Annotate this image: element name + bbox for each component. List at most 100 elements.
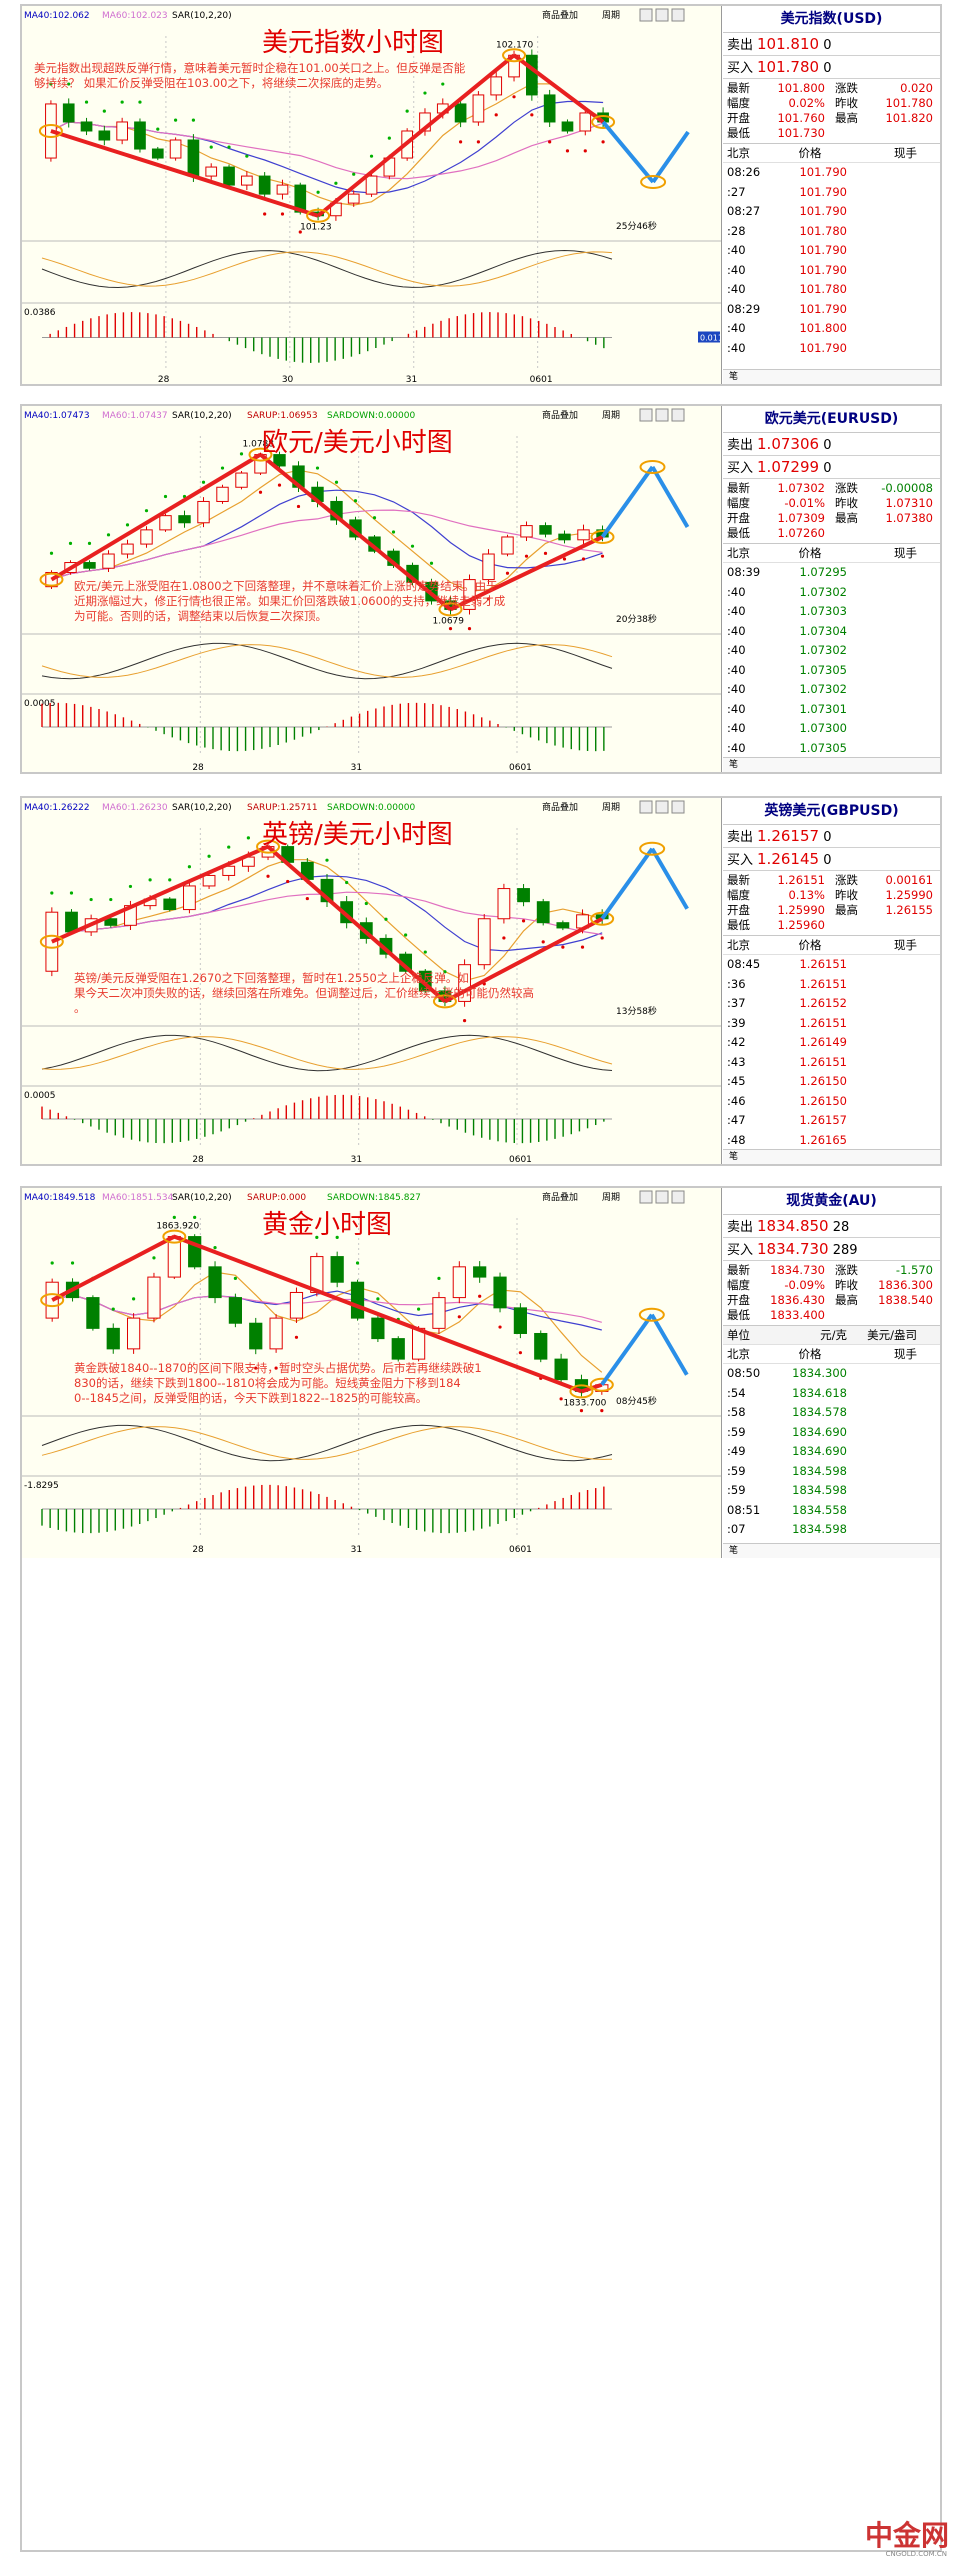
forecast-arrow xyxy=(651,130,690,184)
x-tick-label: 0601 xyxy=(530,375,553,384)
ma-line-short xyxy=(50,83,604,206)
tick-volume xyxy=(847,163,917,183)
sar-dot xyxy=(172,1215,176,1219)
brand-logo-sub: CNGOLD.COM.CN xyxy=(885,2550,947,2558)
tick-row: :45 1.26150 xyxy=(723,1072,940,1092)
stats-grid: 最新 1834.730 涨跌 -1.570 幅度 -0.09% 昨收 1836.300 开盘 18… xyxy=(723,1261,940,1326)
sar-dot xyxy=(227,145,231,149)
chart-title: 美元指数小时图 xyxy=(262,28,444,58)
tick-row: :59 1834.598 xyxy=(723,1481,940,1501)
tick-row: :40 1.07301 xyxy=(723,700,940,720)
quote-title: 美元指数(USD) xyxy=(723,6,940,33)
tick-time: :48 xyxy=(727,1132,746,1147)
period-button: 周期 xyxy=(602,802,620,813)
buy-extra: 0 xyxy=(823,461,832,476)
chart-area[interactable]: MA40:1849.518 MA60:1851.534 SAR(10,2,20) SA… xyxy=(22,1188,722,1558)
unit-row: 单位 元/克 美元/盎司 xyxy=(723,1326,940,1345)
stat-key: 昨收 xyxy=(835,496,858,510)
buy-label: 买入 xyxy=(727,1243,754,1258)
sar-dot xyxy=(280,212,285,216)
unit-option[interactable]: 元/克 xyxy=(820,1328,847,1342)
tick-volume xyxy=(847,700,917,720)
overlay-button: 商品叠加 xyxy=(542,409,578,421)
sar-dot xyxy=(405,109,409,113)
swing-arrow xyxy=(266,845,447,1003)
tick-time: 08:29 xyxy=(727,301,761,316)
analysis-annotation: 果今天二次冲顶失败的话，继续回落在所难免。但调整过后，汇价继续上涨的可能仍然较高 xyxy=(74,986,534,1000)
tick-price: 1.07305 xyxy=(799,740,847,755)
sar-dot xyxy=(148,878,152,882)
candle-body xyxy=(183,885,196,911)
sar-dot xyxy=(298,230,302,234)
sar-dot xyxy=(441,82,445,86)
legend-ma40: MA40:1.26222 xyxy=(24,803,90,813)
sar-dot xyxy=(132,1297,136,1301)
buy-label: 买入 xyxy=(727,461,754,476)
ticks-tab[interactable]: 笔 xyxy=(723,1543,940,1558)
sar-dot xyxy=(50,1261,54,1265)
buy-price: 1.07299 xyxy=(757,458,820,476)
legend-sar: SAR(10,2,20) xyxy=(172,803,232,813)
swing-arrow xyxy=(50,129,319,218)
candle-body xyxy=(235,472,248,488)
oscillator-line-2 xyxy=(41,644,613,678)
candle-body xyxy=(258,175,271,195)
candle-body xyxy=(147,1276,161,1319)
chart-svg: MA40:1.07473 MA60:1.07437 SAR(10,2,20) SARU… xyxy=(22,408,721,772)
stat-key: 幅度 xyxy=(727,1278,750,1292)
sar-dot xyxy=(227,845,231,849)
tick-volume xyxy=(847,1403,917,1423)
forecast-arrow xyxy=(600,1313,654,1386)
sell-price: 1.26157 xyxy=(757,827,820,845)
tick-price: 1.07303 xyxy=(799,604,847,618)
unit-option[interactable]: 美元/盎司 xyxy=(867,1328,917,1342)
stats-row: 最低 1.07260 xyxy=(727,526,936,541)
ticks-tab[interactable]: 笔 xyxy=(723,757,940,772)
tick-row: 08:39 1.07295 xyxy=(723,563,940,583)
sar-dot xyxy=(68,541,73,545)
x-tick-label: 30 xyxy=(282,375,294,384)
sar-dot xyxy=(128,884,133,889)
ticks-tab[interactable]: 笔 xyxy=(723,369,940,384)
ma-line-short xyxy=(51,859,603,982)
tick-volume xyxy=(847,183,917,203)
tick-volume xyxy=(847,202,917,222)
sar-dot xyxy=(518,1351,522,1355)
sar-dot xyxy=(120,100,124,104)
tick-time: :40 xyxy=(727,282,746,296)
candle-body xyxy=(45,1281,59,1319)
chart-area[interactable]: MA40:1.26222 MA60:1.26230 SAR(10,2,20) SARU… xyxy=(22,798,722,1164)
panel-usd: MA40:102.062 MA60:102.023 SAR(10,2,20) 商品叠加… xyxy=(20,4,942,386)
chart-area[interactable]: MA40:1.07473 MA60:1.07437 SAR(10,2,20) SARU… xyxy=(22,406,722,772)
candle-body xyxy=(80,121,93,132)
candle-body xyxy=(517,888,530,903)
stat-value xyxy=(875,1308,933,1323)
analysis-annotation: 英镑/美元反弹受阻在1.2670之下回落整理，暂时在1.2550之上企稳反弹。如 xyxy=(74,971,469,985)
stat-key: 开盘 xyxy=(727,511,750,525)
tick-time: :40 xyxy=(727,662,746,677)
forecast-arrow xyxy=(650,465,690,528)
tick-volume xyxy=(847,739,917,759)
candle-body xyxy=(520,525,533,538)
stat-key: 最高 xyxy=(835,511,858,525)
legend-sardown: SARDOWN:1845.827 xyxy=(327,1193,421,1203)
sar-dot xyxy=(220,466,225,470)
stat-value: -0.00008 xyxy=(881,481,933,495)
ticks-tab[interactable]: 笔 xyxy=(723,1149,940,1164)
tick-time: :49 xyxy=(727,1444,746,1458)
x-tick-label: 0601 xyxy=(509,1545,532,1555)
stat-key: 最新 xyxy=(727,481,750,495)
macd-value-box xyxy=(698,331,720,343)
stats-grid: 最新 1.07302 涨跌 -0.00008 幅度 -0.01% 昨收 1.07310 开盘 1.… xyxy=(723,479,940,544)
buy-price: 101.780 xyxy=(757,58,820,76)
ticks-header: 北京 价格 现手 xyxy=(723,144,940,163)
chart-area[interactable]: MA40:102.062 MA60:102.023 SAR(10,2,20) 商品叠加… xyxy=(22,6,722,384)
stat-key: 最低 xyxy=(727,126,750,140)
sar-dot xyxy=(233,1276,237,1280)
chart-title: 黄金小时图 xyxy=(262,1210,392,1240)
sell-extra: 28 xyxy=(832,1220,850,1235)
tick-price: 1.26165 xyxy=(799,1132,847,1147)
swing-arrow xyxy=(512,53,605,124)
stats-row: 最低 1.25960 xyxy=(727,918,936,933)
